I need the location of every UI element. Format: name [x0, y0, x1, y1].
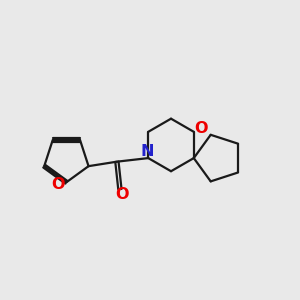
- Text: O: O: [194, 121, 207, 136]
- Text: N: N: [141, 144, 154, 159]
- Text: O: O: [116, 187, 129, 202]
- Text: O: O: [51, 177, 65, 192]
